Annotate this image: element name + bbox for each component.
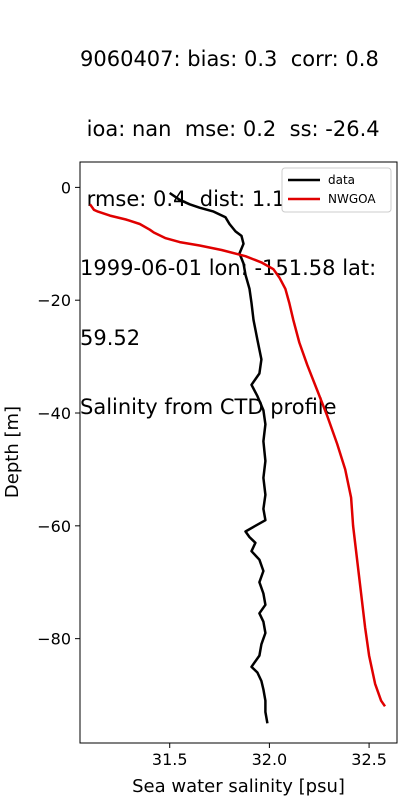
y-tick-label: −80 (37, 630, 71, 649)
x-tick-label: 31.5 (152, 750, 188, 769)
plot-area-frame (79, 161, 398, 744)
x-axis-label: Sea water salinity [psu] (132, 776, 345, 797)
y-tick-label: 0 (61, 178, 71, 197)
x-axis: 31.5 32.0 32.5 (152, 743, 387, 769)
title-line: rmse: 0.4 dist: 1.1 (80, 186, 286, 211)
title-line: ioa: nan mse: 0.2 ss: -26.4 (80, 117, 380, 142)
legend-label-data: data (328, 173, 355, 187)
y-axis: 0 −20 −40 −60 −80 (37, 178, 80, 649)
series-line-nwgoa (88, 203, 387, 708)
legend: data NWGOA (281, 167, 392, 213)
y-tick-label: −60 (37, 517, 71, 536)
y-tick-label: −40 (37, 404, 71, 423)
series-lines (88, 191, 387, 724)
legend-label-nwgoa: NWGOA (328, 192, 376, 206)
x-tick-label: 32.0 (252, 750, 288, 769)
y-axis-label: Depth [m] (2, 406, 23, 498)
title-line: 1999-06-01 lon: -151.58 lat: (80, 256, 377, 281)
title-line: Salinity from CTD profile (80, 395, 337, 420)
x-tick-label: 32.5 (351, 750, 387, 769)
y-tick-label: −20 (37, 291, 71, 310)
title-line: 9060407: bias: 0.3 corr: 0.8 (80, 47, 379, 72)
series-line-data (168, 191, 269, 724)
title-line: 59.52 (80, 325, 141, 350)
chart-title: 9060407: bias: 0.3 corr: 0.8 ioa: nan ms… (80, 2, 398, 443)
